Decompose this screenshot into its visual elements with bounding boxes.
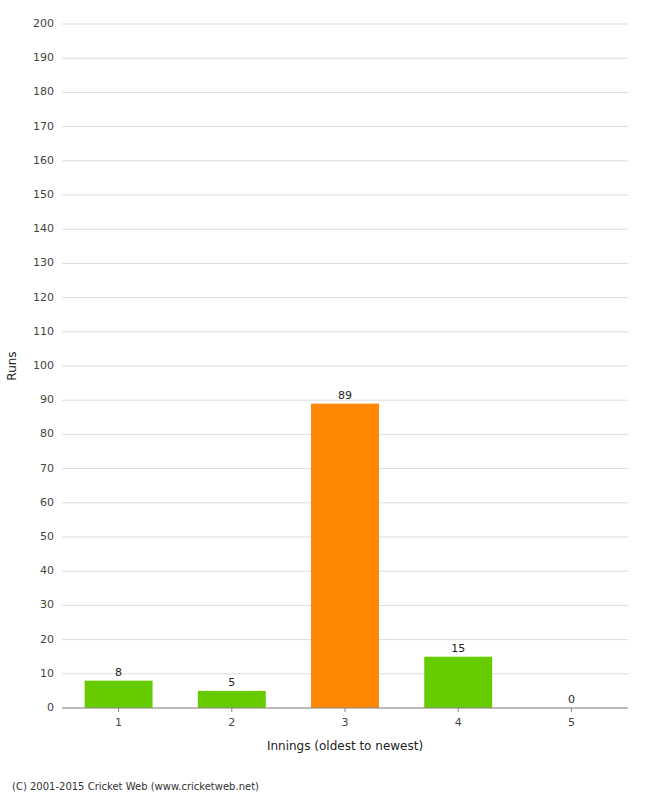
y-tick-label: 190 [33,51,54,64]
y-tick-label: 180 [33,85,54,98]
x-tick [118,708,119,712]
data-label: 8 [115,666,122,679]
y-tick-label: 90 [40,393,54,406]
y-tick-label: 60 [40,496,54,509]
footer-note: (C) 2001-2015 Cricket Web (www.cricketwe… [12,781,259,792]
chart-container: 0102030405060708090100110120130140150160… [0,0,650,800]
y-tick-label: 150 [33,188,54,201]
bar [198,691,266,708]
x-tick [345,708,346,712]
data-label: 15 [451,642,465,655]
y-tick-label: 200 [33,17,54,30]
y-tick-label: 30 [40,598,54,611]
y-tick-label: 170 [33,120,54,133]
x-tick [571,708,572,712]
x-tick-label: 3 [342,716,349,729]
y-tick-label: 10 [40,667,54,680]
grid [62,24,628,708]
grid-line [62,195,628,196]
grid-line [62,366,628,367]
bar [424,657,492,708]
y-axis-label: Runs [5,351,19,380]
y-tick-label: 100 [33,359,54,372]
data-label: 0 [568,693,575,706]
grid-line [62,58,628,59]
grid-line [62,263,628,264]
x-axis-label: Innings (oldest to newest) [267,739,423,753]
grid-line [62,331,628,332]
y-tick-label: 20 [40,633,54,646]
bar [85,681,153,708]
y-tick-label: 120 [33,291,54,304]
grid-line [62,160,628,161]
x-tick-label: 5 [568,716,575,729]
x-tick [458,708,459,712]
grid-line [62,92,628,93]
y-axis: 0 10 20 30 40 50 60 70 80 90 100 110 120 130 140 150 160… [33,17,54,714]
y-tick-label: 130 [33,256,54,269]
x-tick-label: 1 [115,716,122,729]
x-tick-label: 2 [228,716,235,729]
grid-line [62,24,628,25]
y-tick-label: 0 [47,701,54,714]
y-tick-label: 40 [40,564,54,577]
x-tick [231,708,232,712]
grid-line [62,229,628,230]
y-tick-label: 70 [40,462,54,475]
y-tick-label: 140 [33,222,54,235]
data-labels: 8 5 89 15 0 [115,389,575,706]
bars [85,404,493,708]
grid-line [62,126,628,127]
x-tick-label: 4 [455,716,462,729]
grid-line [62,297,628,298]
data-label: 5 [228,676,235,689]
y-tick-label: 80 [40,427,54,440]
chart-svg: 0102030405060708090100110120130140150160… [0,0,650,800]
x-axis: 1 2 3 4 5 [62,708,628,729]
bar [311,404,379,708]
y-tick-label: 50 [40,530,54,543]
y-tick-label: 110 [33,325,54,338]
data-label: 89 [338,389,352,402]
y-tick-label: 160 [33,154,54,167]
